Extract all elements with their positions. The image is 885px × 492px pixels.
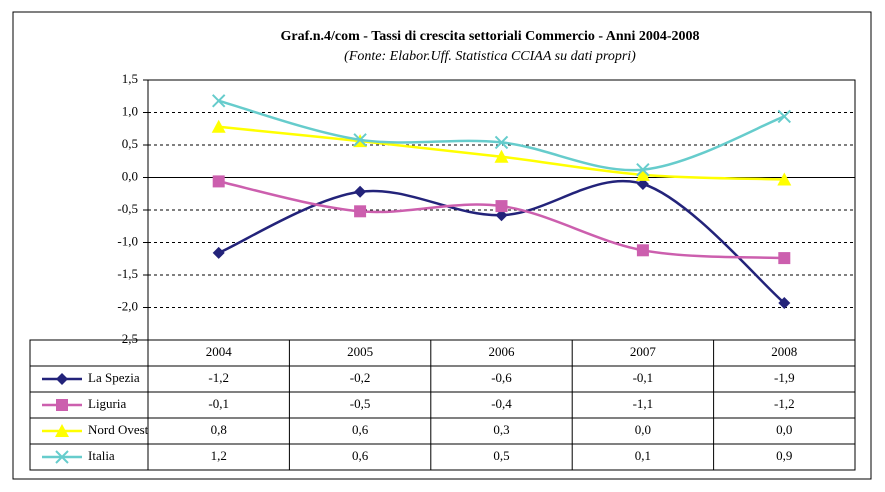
table-value: -1,1: [633, 396, 654, 411]
legend-marker: [56, 373, 68, 385]
table-value: 0,8: [211, 422, 227, 437]
data-point: [494, 135, 509, 150]
table-value: -0,1: [633, 370, 654, 385]
data-point: [777, 109, 792, 124]
table-value: 1,2: [211, 448, 227, 463]
data-point: [212, 175, 225, 188]
data-point: [777, 172, 792, 186]
table-value: -1,9: [774, 370, 795, 385]
y-tick-label: -2,0: [117, 298, 138, 313]
table-value: 0,0: [635, 422, 651, 437]
y-tick-label: -0,5: [117, 201, 138, 216]
data-point: [495, 200, 508, 213]
table-value: -1,2: [774, 396, 795, 411]
y-tick-label: -1,0: [117, 233, 138, 248]
y-tick-label: 0,0: [122, 168, 138, 183]
legend-label: Italia: [88, 448, 115, 463]
y-tick-label: 1,0: [122, 103, 138, 118]
table-value: 0,0: [776, 422, 792, 437]
data-table: [29, 339, 856, 471]
table-value: 0,6: [352, 422, 369, 437]
data-point: [636, 162, 650, 177]
table-value: 0,1: [635, 448, 651, 463]
chart-title: Graf.n.4/com - Tassi di crescita settori…: [280, 29, 699, 44]
chart-subtitle: (Fonte: Elabor.Uff. Statistica CCIAA su …: [344, 49, 636, 64]
table-value: -0,4: [491, 396, 512, 411]
data-point: [495, 209, 508, 222]
data-point: [354, 205, 367, 218]
table-value: 0,6: [352, 448, 369, 463]
legend-marker: [55, 424, 69, 437]
table-value: 0,9: [776, 448, 792, 463]
data-point: [778, 252, 791, 265]
y-tick-label: -1,5: [117, 266, 138, 281]
data-point: [211, 94, 226, 108]
x-tick-label: 2007: [630, 344, 657, 359]
data-point: [778, 296, 791, 309]
x-tick-label: 2005: [347, 344, 373, 359]
legend-label: Nord Ovest: [88, 422, 149, 437]
data-point: [494, 149, 509, 163]
y-tick-label: 1,5: [122, 71, 138, 86]
data-point: [211, 119, 226, 133]
data-point: [636, 178, 649, 190]
x-tick-label: 2008: [771, 344, 797, 359]
data-point: [636, 244, 649, 257]
table-value: 0,3: [493, 422, 509, 437]
x-tick-label: 2004: [206, 344, 233, 359]
data-point: [635, 167, 650, 181]
chart-frame: [12, 11, 872, 480]
table-value: -0,5: [350, 396, 371, 411]
table-value: -1,2: [208, 370, 229, 385]
legend-marker: [56, 399, 68, 411]
table-value: 0,5: [493, 448, 509, 463]
y-tick-label: 0,5: [122, 136, 138, 151]
table-value: -0,6: [491, 370, 512, 385]
legend-label: La Spezia: [88, 370, 140, 385]
legend-marker: [55, 450, 69, 464]
table-value: -0,2: [350, 370, 371, 385]
x-tick-label: 2006: [489, 344, 516, 359]
y-tick-label: -2,5: [117, 331, 138, 346]
table-value: -0,1: [208, 396, 229, 411]
data-point: [354, 185, 367, 198]
data-point: [353, 133, 367, 147]
legend-label: Liguria: [88, 396, 126, 411]
data-point: [212, 246, 225, 259]
